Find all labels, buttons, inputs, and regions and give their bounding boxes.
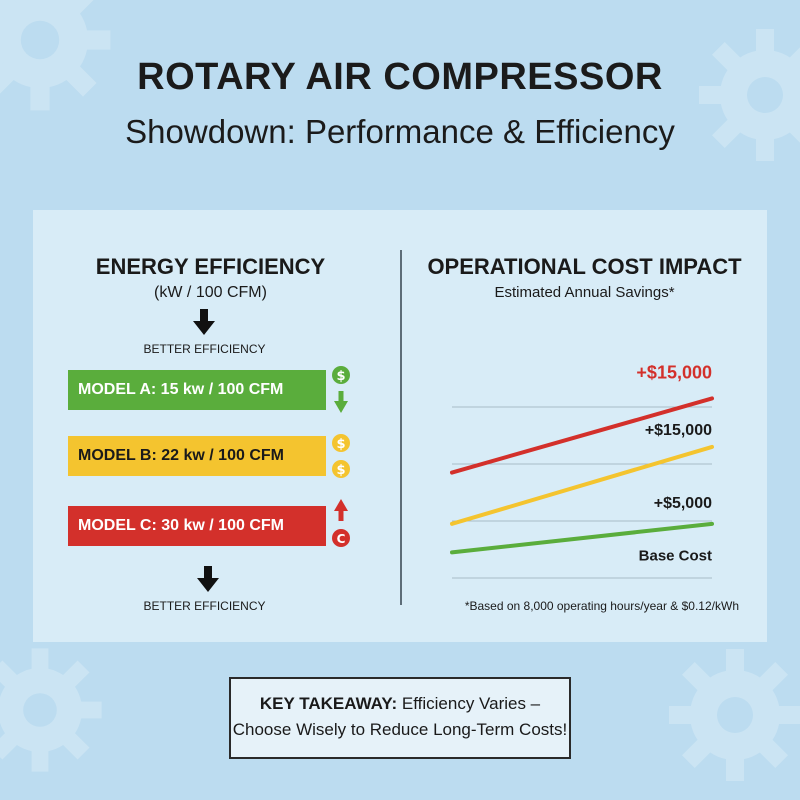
arrow-down-icon bbox=[197, 566, 219, 592]
dollar-icon: $ bbox=[332, 434, 350, 452]
series-label-1: +$15,000 bbox=[645, 422, 712, 439]
cost-chart-title: OPERATIONAL COST IMPACT bbox=[427, 254, 742, 279]
arrow-down-icon bbox=[334, 391, 348, 413]
takeaway-lead: KEY TAKEAWAY: bbox=[259, 694, 398, 713]
cost-chart-subtitle: Estimated Annual Savings* bbox=[494, 284, 675, 301]
base-cost-label: Base Cost bbox=[639, 547, 712, 564]
arrow-down-icon bbox=[193, 309, 215, 335]
comparison-panel: ENERGY EFFICIENCY (kW / 100 CFM) BETTER … bbox=[33, 210, 767, 642]
series-line-2 bbox=[450, 521, 714, 555]
svg-text:C: C bbox=[337, 532, 346, 546]
page-title: ROTARY AIR COMPRESSOR bbox=[137, 56, 663, 98]
takeaway-line1: Efficiency Varies – bbox=[401, 694, 541, 713]
background-gear-icon bbox=[0, 648, 102, 772]
key-takeaway-box: KEY TAKEAWAY: Efficiency Varies – Choose… bbox=[229, 677, 571, 759]
series-label-2: +$5,000 bbox=[654, 495, 712, 512]
dollar-icon: $ bbox=[332, 460, 350, 478]
model-c-bar: MODEL C: 30 kw / 100 CFM bbox=[68, 506, 326, 546]
better-efficiency-label-bottom: BETTER EFFICIENCY bbox=[143, 599, 266, 613]
svg-text:$: $ bbox=[336, 437, 345, 452]
better-efficiency-label-top: BETTER EFFICIENCY bbox=[143, 342, 266, 356]
svg-text:$: $ bbox=[336, 369, 345, 384]
dollar-icon: $ bbox=[332, 366, 350, 384]
series-line-1 bbox=[450, 444, 714, 526]
efficiency-unit: (kW / 100 CFM) bbox=[154, 284, 267, 301]
page-subtitle: Showdown: Performance & Efficiency bbox=[125, 113, 675, 150]
takeaway-line2: Choose Wisely to Reduce Long-Term Costs! bbox=[232, 720, 568, 739]
section-divider bbox=[400, 250, 402, 605]
energy-efficiency-section: ENERGY EFFICIENCY (kW / 100 CFM) BETTER … bbox=[33, 210, 400, 642]
background-gear-icon bbox=[669, 649, 800, 781]
cost-line-chart: +$15,000 +$15,000 +$5,000 Base Cost bbox=[450, 362, 714, 579]
arrow-up-icon bbox=[334, 499, 348, 521]
operational-cost-section: OPERATIONAL COST IMPACT Estimated Annual… bbox=[402, 210, 767, 642]
series-label-0: +$15,000 bbox=[636, 362, 712, 382]
cost-icon: C bbox=[332, 529, 350, 547]
model-b-bar: MODEL B: 22 kw / 100 CFM bbox=[68, 436, 326, 476]
model-a-bar: MODEL A: 15 kw / 100 CFM bbox=[68, 370, 326, 410]
svg-text:$: $ bbox=[336, 463, 345, 478]
cost-footnote: *Based on 8,000 operating hours/year & $… bbox=[464, 599, 739, 613]
efficiency-title: ENERGY EFFICIENCY bbox=[95, 254, 326, 279]
series-line-0 bbox=[450, 396, 714, 475]
